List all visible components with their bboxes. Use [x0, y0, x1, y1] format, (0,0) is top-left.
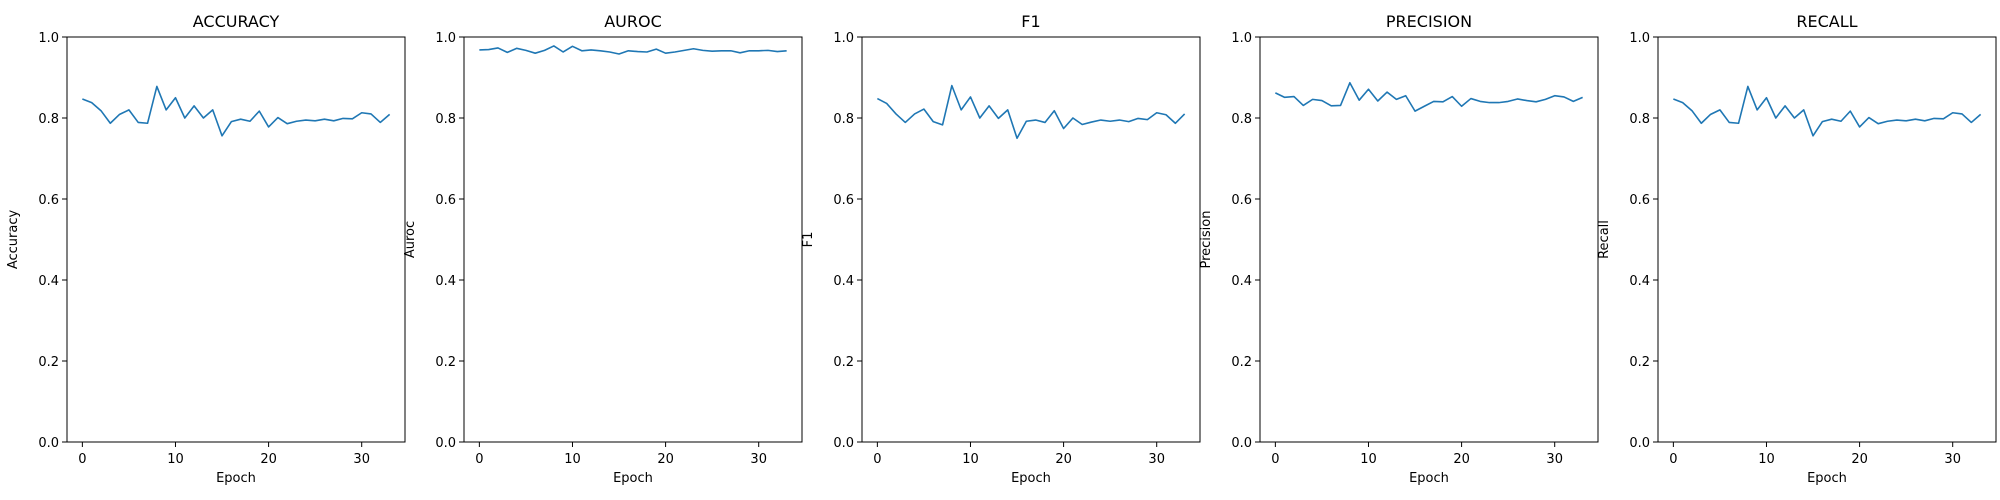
- plot-frame: [1657, 36, 1997, 443]
- x-tick-label: 10: [1758, 452, 1775, 467]
- x-tick-label: 0: [873, 452, 881, 467]
- x-axis-label: Epoch: [216, 471, 256, 486]
- series-line: [479, 45, 787, 55]
- y-tick-label: 0.4: [1629, 274, 1650, 289]
- y-tick-label: 0.2: [1629, 355, 1650, 370]
- y-tick-label: 0.2: [1231, 355, 1252, 370]
- chart-panel-precision: 0.0 0.2 0.4 0.6 0.8 1.0 0 10 20 30 PRECISION Epoch P…: [1199, 12, 1599, 486]
- x-tick-label: 0: [1271, 452, 1279, 467]
- x-tick-label: 30: [353, 452, 370, 467]
- y-axis-label: Accuracy: [6, 210, 21, 270]
- y-tick-label: 0.2: [833, 355, 854, 370]
- x-tick-label: 10: [1360, 452, 1377, 467]
- y-tick-label: 1.0: [38, 31, 59, 46]
- x-tick-label: 20: [657, 452, 674, 467]
- y-tick-label: 0.6: [38, 193, 59, 208]
- x-axis-label: Epoch: [613, 471, 653, 486]
- y-tick-label: 0.6: [1629, 193, 1650, 208]
- chart-panel-accuracy: 0.0 0.2 0.4 0.6 0.8 1.0 0 10 20 30 ACCURACY Epoch Ac…: [6, 12, 406, 486]
- y-tick-label: 1.0: [833, 31, 854, 46]
- y-tick-label: 0.4: [38, 274, 59, 289]
- y-axis-label: Precision: [1199, 210, 1214, 268]
- series-line: [1673, 85, 1982, 137]
- x-tick-label: 20: [260, 452, 277, 467]
- y-tick-label: 0.0: [1629, 436, 1650, 451]
- x-tick-label: 10: [167, 452, 184, 467]
- chart-title: ACCURACY: [193, 12, 280, 31]
- y-axis-label: Recall: [1597, 220, 1612, 259]
- y-tick-label: 0.0: [1231, 436, 1252, 451]
- y-tick-label: 0.2: [38, 355, 59, 370]
- plot-frame: [861, 36, 1201, 443]
- chart-panel-f1: 0.0 0.2 0.4 0.6 0.8 1.0 0 10 20 30 F1 Epoch F1: [801, 12, 1201, 486]
- y-tick-label: 0.6: [1231, 193, 1252, 208]
- chart-panel-auroc: 0.0 0.2 0.4 0.6 0.8 1.0 0 10 20 30 AUROC Epoch Auroc: [403, 12, 803, 486]
- y-tick-label: 0.0: [38, 436, 59, 451]
- y-tick-label: 1.0: [1231, 31, 1252, 46]
- y-tick-label: 1.0: [435, 31, 456, 46]
- plot-frame: [1259, 36, 1599, 443]
- x-tick-label: 30: [1944, 452, 1961, 467]
- x-tick-label: 20: [1851, 452, 1868, 467]
- y-tick-label: 0.4: [833, 274, 854, 289]
- x-tick-label: 30: [750, 452, 767, 467]
- x-tick-label: 30: [1546, 452, 1563, 467]
- y-tick-label: 0.8: [1629, 112, 1650, 127]
- y-tick-label: 0.8: [435, 112, 456, 127]
- x-tick-label: 10: [962, 452, 979, 467]
- y-tick-label: 0.4: [435, 274, 456, 289]
- plot-frame: [463, 36, 803, 443]
- chart-title: RECALL: [1796, 12, 1857, 31]
- series-line: [1275, 81, 1583, 112]
- y-tick-label: 0.8: [38, 112, 59, 127]
- y-tick-label: 0.8: [833, 112, 854, 127]
- y-axis-label: F1: [801, 232, 816, 248]
- chart-title: F1: [1021, 12, 1040, 31]
- y-axis-label: Auroc: [403, 221, 418, 258]
- x-tick-label: 0: [475, 452, 483, 467]
- y-tick-label: 0.4: [1231, 274, 1252, 289]
- x-tick-label: 0: [1669, 452, 1677, 467]
- y-tick-label: 0.0: [833, 436, 854, 451]
- chart-title: AUROC: [604, 12, 662, 31]
- plot-frame: [66, 36, 406, 443]
- x-tick-label: 30: [1148, 452, 1165, 467]
- y-tick-label: 0.8: [1231, 112, 1252, 127]
- x-tick-label: 10: [564, 452, 581, 467]
- series-line: [82, 85, 391, 137]
- x-axis-label: Epoch: [1011, 471, 1051, 486]
- x-axis-label: Epoch: [1409, 471, 1449, 486]
- x-tick-label: 0: [78, 452, 86, 467]
- chart-panel-recall: 0.0 0.2 0.4 0.6 0.8 1.0 0 10 20 30 RECALL Epoch Reca…: [1597, 12, 1997, 486]
- x-axis-label: Epoch: [1807, 471, 1847, 486]
- x-tick-label: 20: [1055, 452, 1072, 467]
- y-tick-label: 1.0: [1629, 31, 1650, 46]
- y-tick-label: 0.2: [435, 355, 456, 370]
- y-tick-label: 0.6: [435, 193, 456, 208]
- x-tick-label: 20: [1453, 452, 1470, 467]
- series-line: [876, 84, 1186, 140]
- y-tick-label: 0.0: [435, 436, 456, 451]
- chart-title: PRECISION: [1386, 12, 1472, 31]
- y-tick-label: 0.6: [833, 193, 854, 208]
